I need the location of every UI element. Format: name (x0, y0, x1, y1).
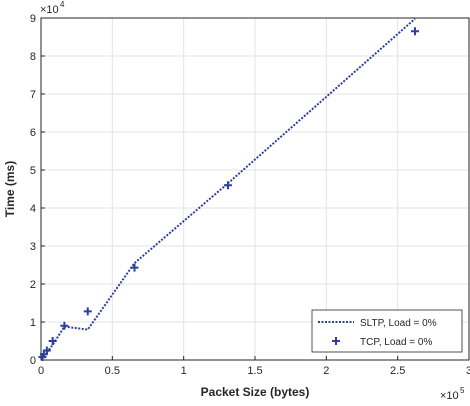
tcp-marker (130, 263, 139, 272)
x-tick-label: 1 (181, 365, 187, 377)
y-tick-label: 2 (30, 279, 36, 291)
tcp-marker (60, 321, 69, 330)
tcp-marker (42, 346, 51, 355)
tcp-marker (223, 181, 232, 190)
y-tick-label: 9 (30, 13, 36, 25)
y-tick-label: 6 (30, 127, 36, 139)
x-tick-label: 3 (466, 365, 470, 377)
x-tick-label: 2.5 (390, 365, 405, 377)
y-tick-label: 5 (30, 165, 36, 177)
y-tick-label: 7 (30, 89, 36, 101)
x-tick-label: 1.5 (247, 365, 262, 377)
y-tick-label: 4 (30, 203, 36, 215)
y-tick-label: 1 (30, 317, 36, 329)
tcp-marker (48, 337, 57, 345)
axes-box (40, 17, 470, 361)
tcp-marker (83, 307, 92, 316)
x-tick-label: 0.5 (105, 365, 120, 377)
y-tick-label: 8 (30, 51, 36, 63)
y-tick-label: 0 (30, 355, 36, 367)
x-tick-label: 2 (323, 365, 329, 377)
x-multiplier-exponent: 5 (460, 386, 465, 395)
y-axis-label: Time (ms) (3, 161, 17, 217)
legend-label: SLTP, Load = 0% (360, 318, 437, 329)
tcp-marker (410, 27, 419, 36)
y-multiplier-exponent: 4 (60, 0, 65, 9)
y-multiplier: ×10 (40, 4, 59, 16)
x-multiplier: ×10 (440, 390, 459, 402)
y-tick-label: 3 (30, 241, 36, 253)
legend-label: TCP, Load = 0% (360, 337, 432, 348)
x-tick-label: 0 (38, 365, 44, 377)
x-axis-label: Packet Size (bytes) (201, 385, 310, 399)
legend-swatch (332, 337, 340, 345)
